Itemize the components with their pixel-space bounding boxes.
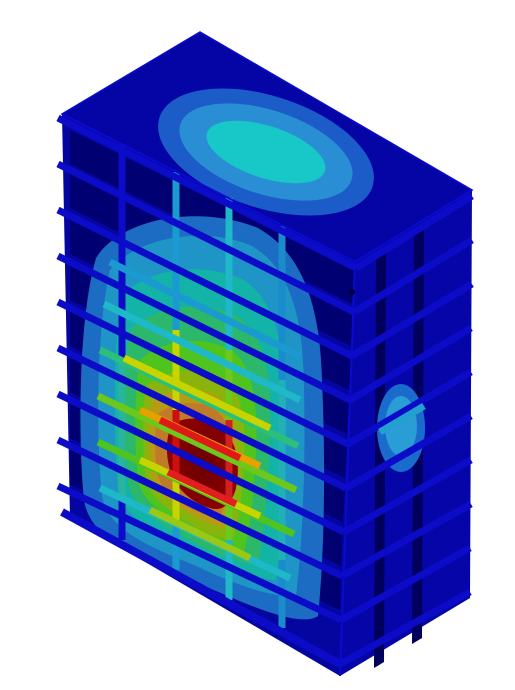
box-outline	[61, 113, 473, 677]
front-horizontal-stiffeners	[56, 114, 358, 668]
top-face	[60, 31, 474, 263]
front-face	[56, 114, 358, 676]
right-vertical-stiffener	[374, 246, 386, 668]
horizontal-stiffener-hot-segments	[96, 258, 302, 582]
right-hot-segments	[378, 402, 426, 436]
right-horizontal-stiffeners	[338, 193, 474, 668]
node-marker	[349, 289, 355, 295]
top-contour-inner	[206, 120, 326, 184]
